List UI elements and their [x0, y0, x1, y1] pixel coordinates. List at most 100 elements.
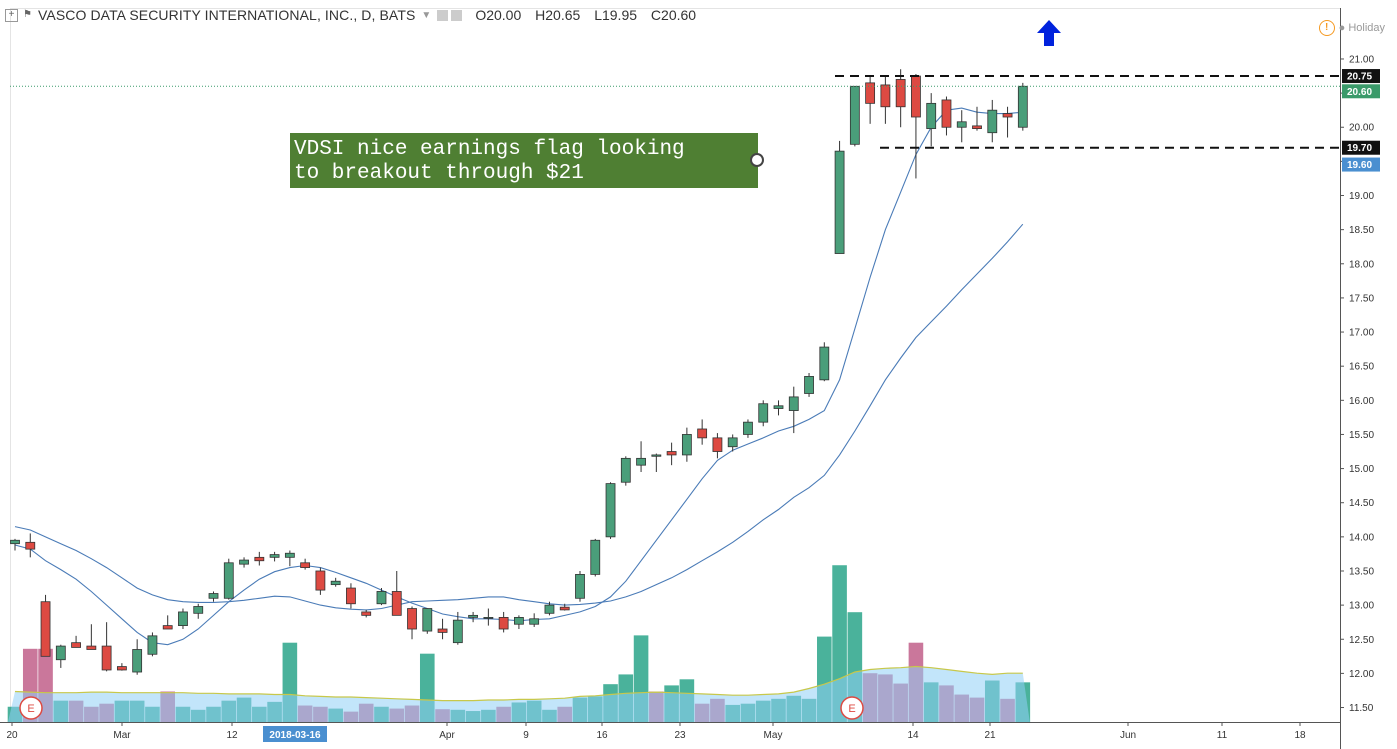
candle-body: [804, 376, 814, 394]
x-tick-label: Jun: [1120, 730, 1136, 741]
candle: [132, 639, 143, 675]
candle-body: [590, 539, 601, 575]
volume-ma-line: [14, 665, 1023, 702]
flag-icon[interactable]: ⚑: [23, 8, 32, 20]
candle: [162, 615, 173, 630]
x-tick-label: May: [764, 730, 783, 741]
candle: [193, 603, 204, 619]
candle: [559, 603, 570, 611]
candle-body: [330, 580, 341, 586]
candle: [636, 441, 646, 472]
candle-body: [620, 457, 631, 483]
candle-body: [819, 346, 830, 381]
settings-icon[interactable]: [437, 9, 449, 21]
candle: [452, 611, 463, 645]
candle: [254, 551, 265, 566]
candle: [895, 69, 906, 128]
candle-body: [987, 109, 998, 134]
candle: [422, 608, 433, 634]
candle: [55, 644, 66, 668]
candle: [483, 608, 494, 626]
breakout-arrow: [1037, 20, 1061, 46]
candle: [880, 76, 891, 124]
candle-body: [743, 421, 753, 435]
candle: [330, 577, 341, 587]
candle-body: [1002, 113, 1013, 118]
candle: [605, 482, 616, 539]
candle: [712, 433, 723, 459]
x-tick-label: 11: [1217, 730, 1228, 741]
moving-averages: [14, 107, 1024, 646]
candle: [590, 538, 601, 577]
plot-frame: [10, 8, 1341, 723]
candle-body: [101, 645, 112, 671]
candle-body: [391, 591, 402, 616]
ma-slow-line: [14, 223, 1024, 611]
earnings-icon: [19, 696, 43, 720]
candle-body: [468, 614, 479, 618]
candle-body: [407, 608, 417, 630]
candle-body: [880, 84, 891, 108]
candles: [10, 69, 1028, 675]
price-label: 20.60: [1342, 84, 1380, 99]
compare-icon[interactable]: [451, 9, 463, 21]
earnings-letter: E: [848, 703, 855, 715]
caret-down-icon[interactable]: ▼: [421, 9, 432, 21]
candle-body: [681, 434, 692, 456]
candle-body: [86, 645, 97, 650]
dot-icon: ●: [1338, 22, 1346, 34]
x-tick-label: Mar: [113, 730, 131, 741]
time-axis[interactable]: 20 Mar 12 2018-03-16 Apr 9 16 23 May 14 21 Jun 11 18: [6, 722, 1306, 742]
candle: [575, 570, 585, 602]
annotation-callout[interactable]: VDSI nice earnings flag looking to break…: [290, 133, 758, 188]
candle-body: [712, 437, 723, 452]
expand-icon[interactable]: +: [5, 8, 18, 22]
candle-body: [300, 562, 311, 568]
high-value: H20.65: [535, 7, 581, 23]
drag-handle[interactable]: [750, 153, 764, 167]
price-label-bg: [1342, 140, 1380, 155]
level-lines: [10, 75, 1340, 149]
y-tick-label: 16.00: [1349, 396, 1374, 407]
candle: [804, 373, 814, 397]
y-tick-label: 15.00: [1349, 464, 1374, 475]
earnings-marker: E: [840, 696, 864, 720]
candle: [300, 558, 311, 570]
candle-body: [559, 606, 570, 611]
candle: [284, 550, 295, 567]
price-axis[interactable]: 11.50 12.00 12.50 13.00 13.50 14.00 14.50 15.00…: [1340, 54, 1380, 714]
price-label-text: 20.75: [1347, 72, 1372, 83]
open-value: O20.00: [475, 7, 522, 23]
y-tick-label: 19.00: [1349, 191, 1374, 202]
price-label-bg: [1342, 69, 1380, 84]
price-label-text: 19.70: [1347, 143, 1372, 154]
candle-body: [55, 645, 66, 661]
candle-body: [498, 617, 509, 630]
candle-body: [911, 75, 921, 118]
candle-body: [636, 457, 646, 466]
candle: [666, 442, 677, 466]
candle-body: [239, 559, 249, 565]
candle: [10, 538, 20, 551]
candle: [86, 624, 97, 650]
candle-body: [40, 601, 51, 657]
y-tick-label: 15.50: [1349, 430, 1374, 441]
selected-date-label: 2018-03-16: [269, 730, 321, 741]
candle: [697, 419, 708, 445]
candle-body: [666, 451, 677, 456]
candle: [651, 453, 662, 472]
candle-body: [895, 79, 906, 108]
candle: [743, 419, 753, 438]
candle-body: [315, 570, 326, 591]
candle-body: [71, 642, 81, 648]
holiday-indicator[interactable]: ! ● Holiday: [1318, 20, 1385, 36]
x-tick-label: 16: [596, 730, 608, 741]
symbol-title[interactable]: VASCO DATA SECURITY INTERNATIONAL, INC.,…: [38, 7, 416, 23]
candle-body: [147, 635, 158, 655]
close-value: C20.60: [650, 7, 697, 23]
candle-body: [483, 617, 494, 619]
candle-body: [575, 573, 585, 599]
candle-body: [223, 562, 234, 599]
candle: [498, 611, 509, 633]
